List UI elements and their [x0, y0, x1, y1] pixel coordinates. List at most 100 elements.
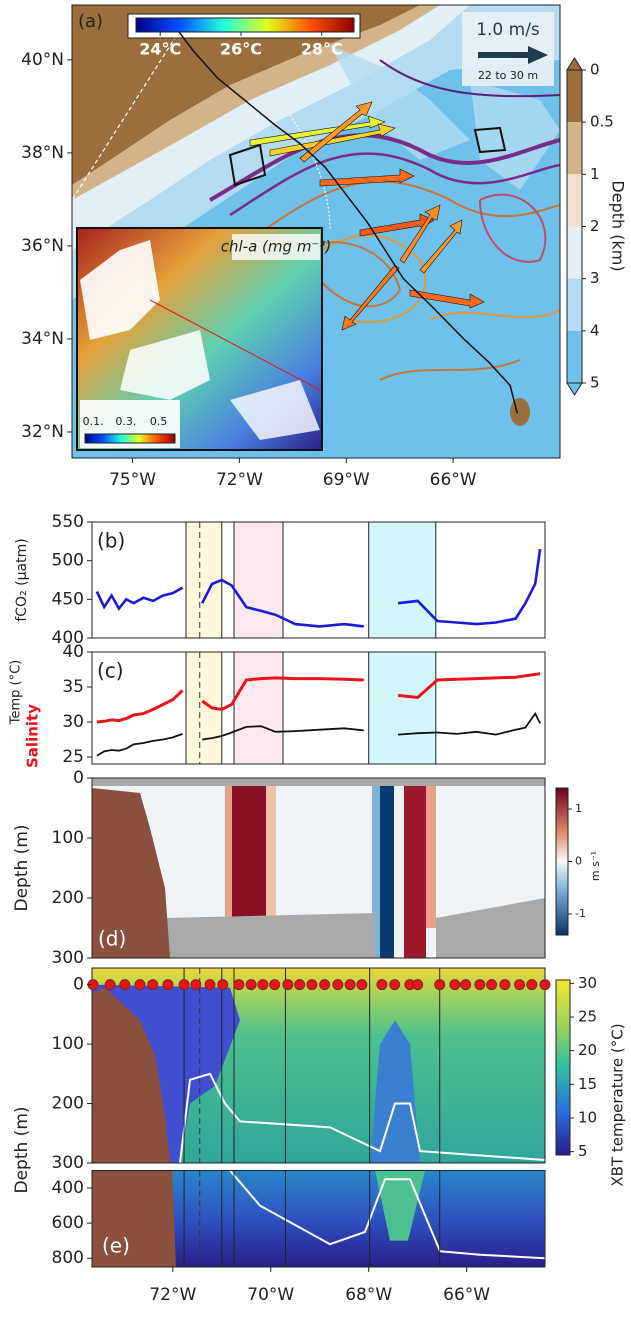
velocity-feature — [404, 778, 426, 958]
velocity-feature — [266, 778, 276, 918]
colorbar-label: 25 — [578, 1008, 597, 1026]
x-tick-label: 72°W — [216, 470, 263, 490]
xbt-station — [294, 979, 306, 991]
series-line — [96, 711, 541, 757]
x-tick-label: 72°W — [149, 1285, 196, 1305]
panel-frame — [91, 1170, 546, 1268]
y-tick-label: 600 — [52, 1213, 84, 1233]
inset-title: chl-a (mg m⁻³) — [221, 238, 331, 256]
velocity-feature — [225, 778, 232, 918]
depth-colorbar-label: 5 — [590, 374, 600, 392]
y-tick-label: 38°N — [21, 143, 64, 163]
depth-colorbar-label: 0 — [590, 61, 600, 79]
inset-colorbar-label: 0.1. — [83, 415, 104, 428]
panel-label: (c) — [97, 659, 124, 683]
panel-label: (d) — [98, 927, 126, 951]
xbt-station — [449, 979, 461, 991]
depth-colorbar-band — [567, 122, 582, 175]
y-tick-label: 300 — [52, 948, 84, 968]
inset-title-box — [232, 234, 320, 260]
y-tick-label: 400 — [52, 628, 84, 648]
y-tick-label: 200 — [52, 888, 84, 908]
y-axis-label: Salinity — [24, 704, 42, 768]
xbt-station — [306, 979, 318, 991]
xbt-station — [147, 979, 159, 991]
colorbar-label: 10 — [578, 1108, 597, 1126]
panel-frame — [91, 777, 546, 959]
chl-inset — [76, 227, 323, 451]
bathymetry — [92, 1170, 176, 1267]
shaded-band — [186, 522, 222, 638]
temp-colorbar — [135, 17, 355, 33]
xbt-station — [434, 979, 446, 991]
inset-colorbar — [84, 433, 176, 444]
panel-label: (a) — [78, 11, 103, 32]
y-tick-label: 34°N — [21, 329, 64, 349]
y-tick-label: 0 — [73, 975, 84, 995]
y-tick-label: 300 — [52, 1153, 84, 1173]
depth-colorbar-band — [567, 174, 582, 227]
temp-colorbar-label: 24°C — [139, 40, 181, 59]
colorbar-label: 1 — [575, 802, 582, 815]
velocity-feature — [232, 778, 266, 918]
colorbar-label: 30 — [578, 974, 597, 992]
depth-colorbar-band — [567, 226, 582, 279]
colorbar-label: 0 — [575, 855, 582, 868]
bathymetry — [92, 987, 170, 1163]
colorbar-end — [566, 382, 583, 396]
temp-colorbar-label: 28°C — [301, 40, 343, 59]
velocity-feature — [372, 778, 380, 958]
map-frame — [71, 4, 561, 459]
colorbar-title: XBT temperature (°C) — [609, 1023, 627, 1186]
x-tick-label: 66°W — [443, 1285, 490, 1305]
xbt-station — [486, 979, 498, 991]
y-tick-label: 400 — [52, 1178, 84, 1198]
xbt-station — [460, 979, 472, 991]
xbt-station — [282, 979, 294, 991]
y-tick-label: 100 — [52, 828, 84, 848]
xbt-station — [217, 979, 229, 991]
xbt-station — [539, 979, 551, 991]
y-tick-label: 450 — [52, 589, 84, 609]
xbt-station — [319, 979, 331, 991]
shaded-band — [234, 652, 283, 764]
xbt-station — [514, 979, 526, 991]
panel-frame — [91, 967, 546, 1164]
y-axis-label: fCO₂ (μatm) — [14, 538, 30, 621]
ship-track — [169, 19, 519, 414]
temp-colorbar-label: 26°C — [220, 40, 262, 59]
isotherm-deep — [229, 1169, 546, 1260]
y-tick-label: 40°N — [21, 50, 64, 70]
bathymetry — [92, 788, 170, 958]
y-axis-label: Depth (m) — [12, 824, 32, 911]
y-tick-label: 550 — [52, 512, 84, 532]
inset-colorbar-label: 0.5 — [150, 415, 168, 428]
y-tick-label: 500 — [52, 551, 84, 571]
xbt-station — [204, 979, 216, 991]
depth-colorbar-label: 1 — [590, 165, 600, 183]
xbt-station — [119, 979, 131, 991]
colorbar-end — [566, 57, 583, 71]
inset-colorbar-label: 0.3. — [115, 415, 136, 428]
x-tick-label: 66°W — [430, 470, 477, 490]
y-tick-label: 35 — [62, 677, 84, 697]
xbt-station — [178, 979, 190, 991]
x-tick-label: 69°W — [323, 470, 370, 490]
depth-colorbar-label: 0.5 — [590, 113, 614, 131]
xbt-station — [344, 979, 356, 991]
depth-colorbar-label: 4 — [590, 321, 600, 339]
xbt-station — [526, 979, 538, 991]
y-tick-label: 36°N — [21, 236, 64, 256]
colorbar-title: m s⁻¹ — [589, 851, 602, 881]
y-tick-label: 100 — [52, 1034, 84, 1054]
isotherm — [179, 1072, 546, 1164]
xbt-station — [499, 979, 511, 991]
xbt-station — [104, 979, 116, 991]
x-tick-label: 70°W — [247, 1285, 294, 1305]
arrow-scale-depth: 22 to 30 m — [478, 69, 538, 82]
xbt-station — [257, 979, 269, 991]
arrow-scale-arrow — [478, 46, 548, 64]
y-tick-label: 800 — [52, 1248, 84, 1268]
panel-label: (e) — [102, 1234, 130, 1258]
